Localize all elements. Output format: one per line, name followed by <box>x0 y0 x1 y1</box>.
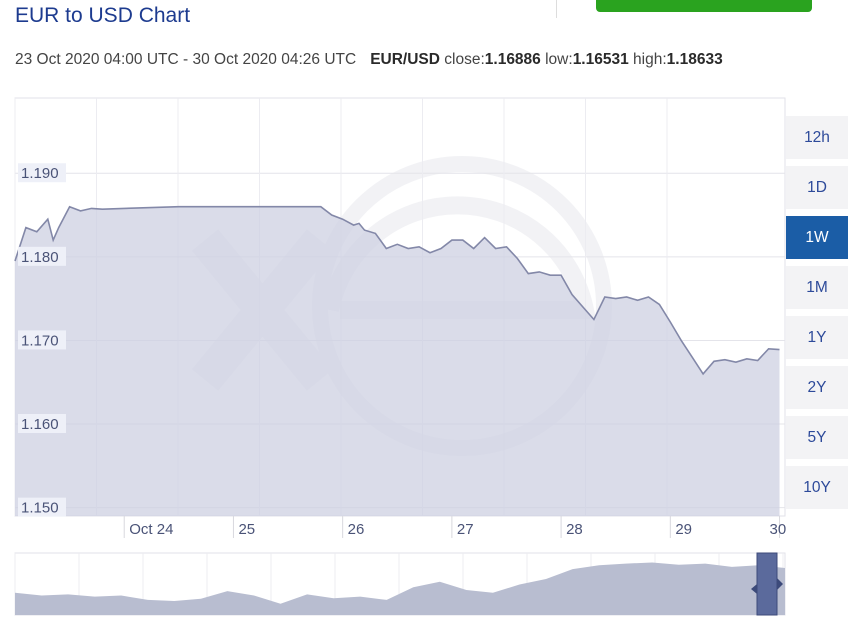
price-line <box>14 205 780 376</box>
x-tick-label: 30 <box>770 521 787 538</box>
chart-info-line: 23 Oct 2020 04:00 UTC - 30 Oct 2020 04:2… <box>15 51 723 69</box>
navigator-left-arrow <box>751 584 757 594</box>
y-tick-bg <box>18 497 66 517</box>
range-button-1m[interactable]: 1M <box>786 266 848 309</box>
cta-button[interactable] <box>596 0 812 12</box>
y-tick-bg <box>18 163 66 183</box>
x-tick-label: 28 <box>566 521 583 538</box>
range-button-12h[interactable]: 12h <box>786 116 848 159</box>
range-button-1d[interactable]: 1D <box>786 166 848 209</box>
currency-pair: EUR/USD <box>370 51 440 68</box>
x-tick-label: Oct 24 <box>129 521 173 538</box>
area-fill <box>15 206 780 516</box>
range-button-10y[interactable]: 10Y <box>786 466 848 509</box>
range-selector: 12h 1D 1W 1M 1Y 2Y 5Y 10Y <box>786 116 848 516</box>
range-button-1y[interactable]: 1Y <box>786 316 848 359</box>
high-label: high: <box>633 51 667 68</box>
y-tick-label: 1.180 <box>21 249 59 266</box>
x-tick-label: 29 <box>675 521 692 538</box>
page-title: EUR to USD Chart <box>15 4 191 27</box>
range-button-1w[interactable]: 1W <box>786 216 848 259</box>
y-tick-bg <box>18 414 66 434</box>
y-tick-bg <box>18 246 66 266</box>
navigator-fill <box>15 562 785 615</box>
x-tick-label: 25 <box>238 521 255 538</box>
low-label: low: <box>545 51 573 68</box>
y-tick-label: 1.190 <box>21 165 59 182</box>
date-range: 23 Oct 2020 04:00 UTC - 30 Oct 2020 04:2… <box>15 51 357 68</box>
range-button-5y[interactable]: 5Y <box>786 416 848 459</box>
close-label: close: <box>444 51 485 68</box>
low-value: 1.16531 <box>572 51 629 68</box>
navigator-handle[interactable] <box>756 552 778 616</box>
y-tick-label: 1.150 <box>21 500 59 517</box>
range-button-2y[interactable]: 2Y <box>786 366 848 409</box>
y-tick-label: 1.170 <box>21 332 59 349</box>
y-tick-bg <box>18 330 66 350</box>
y-tick-label: 1.160 <box>21 416 59 433</box>
header-divider <box>556 0 557 18</box>
navigator-right-arrow <box>777 578 783 590</box>
x-tick-label: 26 <box>348 521 365 538</box>
close-value: 1.16886 <box>484 51 541 68</box>
x-tick-label: 27 <box>457 521 474 538</box>
high-value: 1.18633 <box>666 51 723 68</box>
